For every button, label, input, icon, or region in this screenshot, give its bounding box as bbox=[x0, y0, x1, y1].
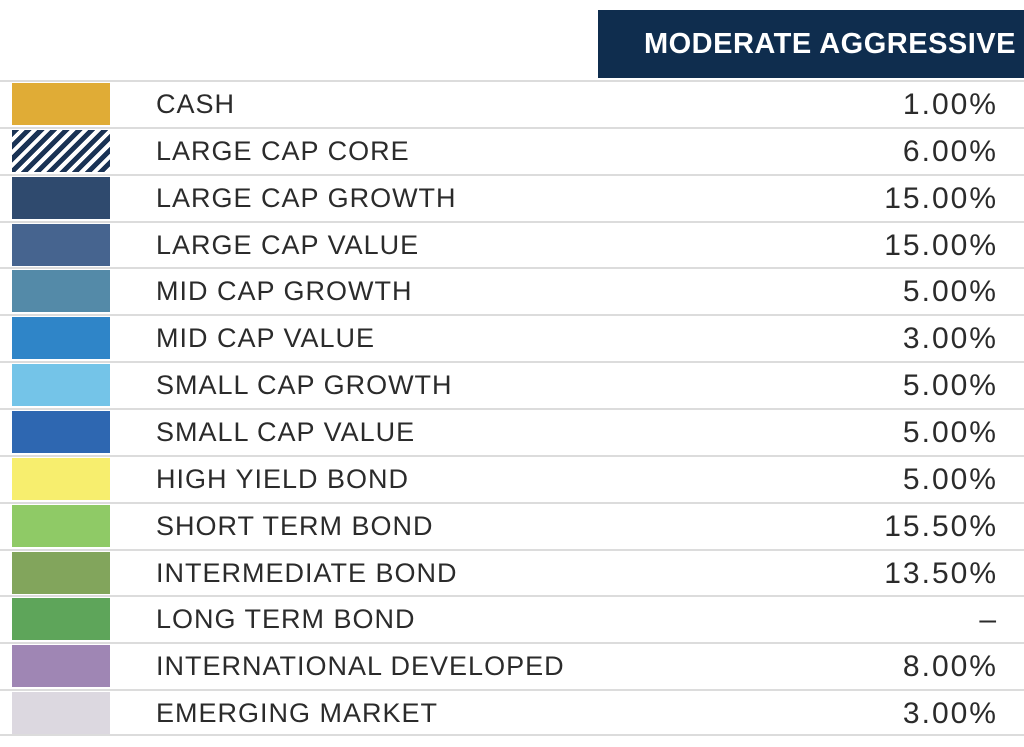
allocation-table: CASH 1.00% LARGE CAP CORE 6.00% LARGE CAP GR… bbox=[0, 80, 1024, 736]
asset-class: EMERGING MARKET bbox=[156, 698, 439, 729]
asset-class: LARGE CAP CORE bbox=[156, 135, 410, 166]
allocation: – bbox=[979, 603, 998, 637]
color-swatch bbox=[12, 83, 110, 125]
color-swatch bbox=[12, 270, 110, 313]
table-row: INTERNATIONAL DEVELOPED 8.00% bbox=[0, 642, 1024, 689]
color-swatch bbox=[12, 598, 110, 641]
table-row: MID CAP GROWTH 5.00% bbox=[0, 267, 1024, 314]
allocation: 6.00% bbox=[902, 134, 998, 168]
color-swatch bbox=[12, 176, 110, 219]
allocation: 1.00% bbox=[902, 88, 998, 121]
color-swatch bbox=[12, 645, 110, 688]
table-row: SMALL CAP VALUE 5.00% bbox=[0, 408, 1024, 455]
asset-class: LARGE CAP VALUE bbox=[156, 229, 420, 260]
table-row: SMALL CAP GROWTH 5.00% bbox=[0, 361, 1024, 408]
table-row: LARGE CAP CORE 6.00% bbox=[0, 126, 1024, 174]
allocation: 5.00% bbox=[902, 416, 998, 449]
color-swatch bbox=[12, 129, 110, 172]
table-row: SHORT TERM BOND 15.50% bbox=[0, 501, 1024, 549]
allocation: 15.50% bbox=[884, 509, 998, 543]
table-row: HIGH YIELD BOND 5.00% bbox=[0, 454, 1024, 502]
color-swatch bbox=[12, 457, 110, 500]
asset-class: MID CAP GROWTH bbox=[156, 276, 413, 307]
asset-class: SHORT TERM BOND bbox=[156, 510, 434, 541]
color-swatch bbox=[12, 364, 110, 407]
color-swatch bbox=[12, 223, 110, 266]
color-swatch bbox=[12, 411, 110, 453]
table-row: CASH 1.00% bbox=[0, 80, 1024, 127]
asset-class: SMALL CAP VALUE bbox=[156, 417, 416, 447]
table-row: LARGE CAP VALUE 15.00% bbox=[0, 220, 1024, 268]
asset-class: SMALL CAP GROWTH bbox=[156, 370, 453, 401]
color-swatch bbox=[12, 551, 110, 594]
table-row: LARGE CAP GROWTH 15.00% bbox=[0, 173, 1024, 221]
table-row: MID CAP VALUE 3.00% bbox=[0, 314, 1024, 361]
table-row: INTERMEDIATE BOND 13.50% bbox=[0, 548, 1024, 596]
table-row: LONG TERM BOND – bbox=[0, 595, 1024, 642]
asset-class: INTERMEDIATE BOND bbox=[156, 557, 458, 588]
allocation: 15.00% bbox=[884, 181, 998, 215]
color-swatch bbox=[12, 504, 110, 547]
asset-class: CASH bbox=[156, 89, 236, 119]
asset-class: HIGH YIELD BOND bbox=[156, 463, 410, 494]
allocation: 3.00% bbox=[902, 697, 998, 731]
allocation: 3.00% bbox=[902, 322, 998, 356]
allocation: 5.00% bbox=[902, 275, 998, 309]
color-swatch bbox=[12, 317, 110, 360]
asset-class: INTERNATIONAL DEVELOPED bbox=[156, 651, 565, 682]
asset-class: MID CAP VALUE bbox=[156, 323, 376, 354]
column-header: MODERATE AGGRESSIVE bbox=[598, 10, 1024, 78]
asset-class: LONG TERM BOND bbox=[156, 604, 416, 635]
color-swatch bbox=[12, 692, 110, 735]
allocation: 8.00% bbox=[902, 650, 998, 684]
allocation: 5.00% bbox=[902, 462, 998, 496]
allocation: 13.50% bbox=[884, 556, 998, 590]
allocation: 5.00% bbox=[902, 369, 998, 403]
asset-class: LARGE CAP GROWTH bbox=[156, 182, 457, 213]
table-row: EMERGING MARKET 3.00% bbox=[0, 689, 1024, 736]
allocation: 15.00% bbox=[884, 228, 998, 262]
